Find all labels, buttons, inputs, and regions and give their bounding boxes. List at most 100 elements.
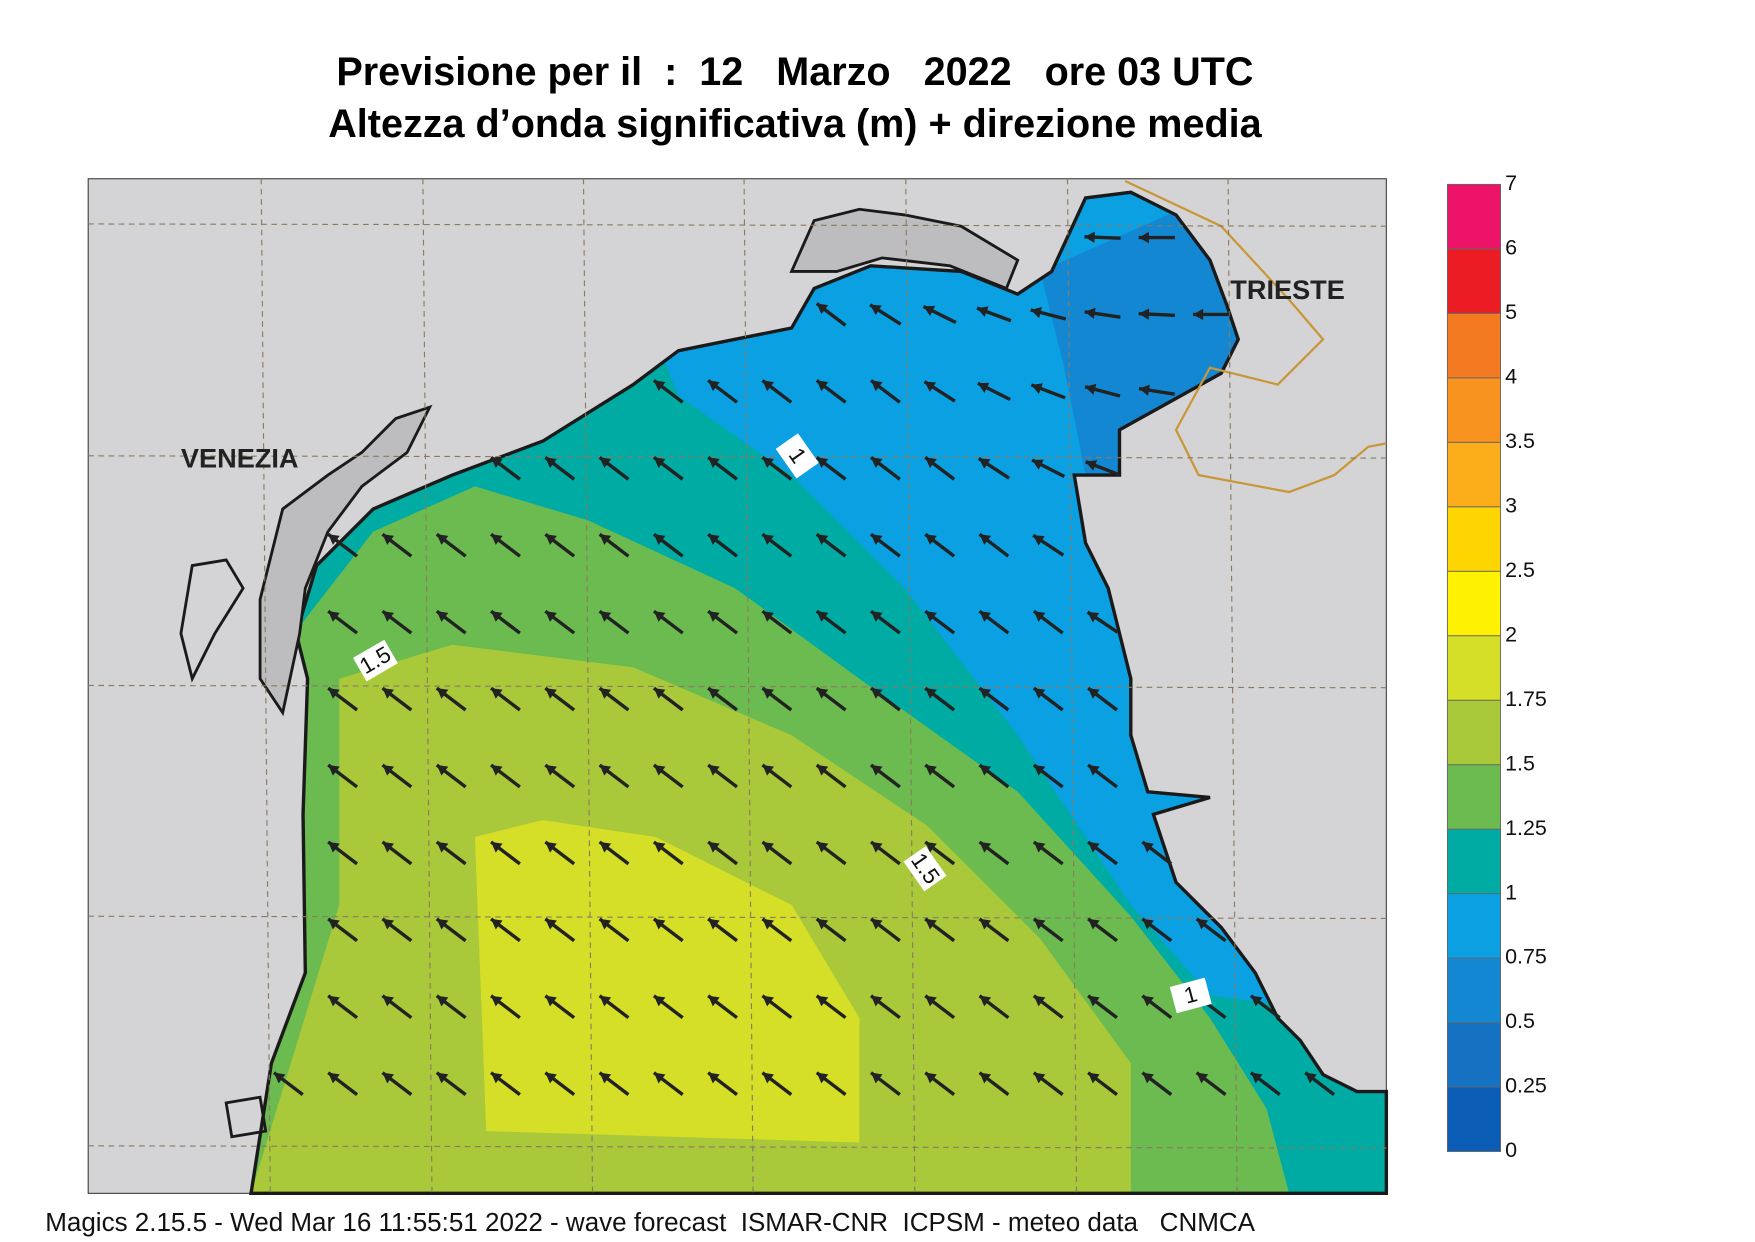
arrow-head — [491, 918, 503, 930]
meridian — [582, 178, 594, 1194]
arrow-head — [762, 457, 774, 469]
arrow-head — [871, 611, 883, 622]
arrow-head — [762, 380, 774, 392]
parallel — [88, 684, 1387, 689]
arrow-head — [436, 611, 449, 622]
arrow-head — [1138, 384, 1150, 396]
colorbar-tick-label: 7 — [1505, 171, 1517, 195]
arrow-head — [816, 1072, 829, 1084]
colorbar-tick-label: 6 — [1505, 236, 1517, 260]
arrow-head — [382, 1072, 395, 1084]
arrow-head — [436, 995, 449, 1007]
arrow-head — [382, 995, 395, 1007]
arrow-head — [925, 765, 937, 776]
arrow-head — [382, 534, 395, 545]
contour-label-bg — [903, 846, 947, 892]
arrow-head — [491, 457, 503, 469]
arrow-head — [762, 534, 774, 545]
arrow-head — [599, 611, 612, 622]
arrow-head — [328, 918, 340, 930]
arrow-head — [436, 841, 449, 853]
arrow-head — [871, 380, 883, 392]
arrow-head — [871, 995, 883, 1007]
arrow-head — [871, 534, 883, 545]
arrow-head — [708, 457, 720, 469]
colorbar-swatch — [1446, 1086, 1502, 1152]
arrow-head — [708, 765, 720, 776]
arrow-head — [1142, 841, 1154, 853]
arrow-head — [328, 534, 340, 545]
parallel — [88, 455, 1387, 459]
arrow-head — [1033, 1072, 1046, 1084]
lagoon — [258, 404, 433, 717]
colorbar-tick-label: 1 — [1505, 880, 1517, 904]
border — [1124, 179, 1387, 494]
arrow-head — [599, 841, 612, 853]
arrow-head — [273, 1072, 286, 1084]
arrow-head — [1138, 308, 1150, 320]
arrow-head — [762, 765, 774, 776]
arrow-head — [977, 306, 989, 317]
contour-label: 1 — [775, 433, 819, 479]
colorbar-tick-label: 2.5 — [1505, 558, 1535, 582]
contour-label-text: 1 — [1181, 981, 1200, 1008]
colorbar-tick-label: 4 — [1505, 364, 1517, 388]
arrow-head — [1142, 995, 1154, 1007]
arrow-head — [1033, 611, 1046, 622]
arrow-head — [382, 841, 395, 853]
arrow-head — [1138, 231, 1149, 244]
colorbar-swatch — [1446, 828, 1502, 895]
arrow-head — [708, 1072, 720, 1084]
contour-label-bg — [1169, 977, 1212, 1014]
colorbar-swatch — [1446, 893, 1502, 959]
arrow-head — [491, 534, 503, 545]
arrow-head — [762, 995, 774, 1007]
arrow-head — [599, 765, 612, 776]
arrow-head — [762, 841, 774, 853]
arrow-head — [925, 995, 937, 1007]
arrow-head — [382, 918, 395, 930]
colorbar-swatch — [1446, 635, 1502, 701]
arrow-head — [599, 918, 612, 930]
colorbar-swatch — [1446, 312, 1502, 379]
arrow-head — [382, 611, 395, 622]
arrow-head — [1085, 383, 1097, 395]
arrow-head — [382, 765, 395, 776]
colorbar-tick-label: 0.75 — [1505, 945, 1547, 969]
arrow-head — [1088, 1072, 1100, 1084]
arrow-head — [653, 380, 666, 392]
arrow-head — [653, 1072, 666, 1084]
arrow-head — [1030, 307, 1042, 318]
arrow-head — [491, 841, 503, 853]
arrow-head — [653, 457, 666, 469]
arrow-head — [871, 688, 883, 699]
arrow-head — [599, 457, 612, 469]
arrow-head — [491, 611, 503, 622]
arrow-head — [816, 380, 829, 392]
arrow-head — [1305, 1072, 1317, 1084]
colorbar-swatch — [1446, 570, 1502, 637]
arrow-head — [491, 995, 503, 1007]
arrow-head — [545, 534, 557, 545]
arrow-head — [979, 765, 992, 776]
arrow-head — [816, 841, 829, 853]
arrow-head — [816, 303, 829, 315]
arrow-head — [979, 1072, 992, 1084]
arrow-head — [491, 765, 503, 776]
arrow-head — [1142, 1072, 1154, 1084]
arrow-head — [382, 688, 395, 699]
arrow-head — [925, 611, 937, 622]
arrow-head — [979, 688, 992, 699]
title-line: Previsione per il : 12 Marzo 2022 ore 03… — [336, 50, 1253, 94]
arrow-head — [762, 918, 774, 930]
arrow-head — [979, 534, 992, 545]
title-line: Altezza d’onda significativa (m) + direz… — [328, 102, 1262, 146]
arrow-head — [1192, 308, 1204, 321]
arrow-head — [925, 841, 937, 853]
colorbar-tick-label: 1.5 — [1505, 751, 1535, 775]
arrow-head — [653, 688, 666, 699]
meridian — [743, 178, 754, 1194]
arrow-head — [762, 611, 774, 622]
arrow-head — [871, 918, 883, 930]
